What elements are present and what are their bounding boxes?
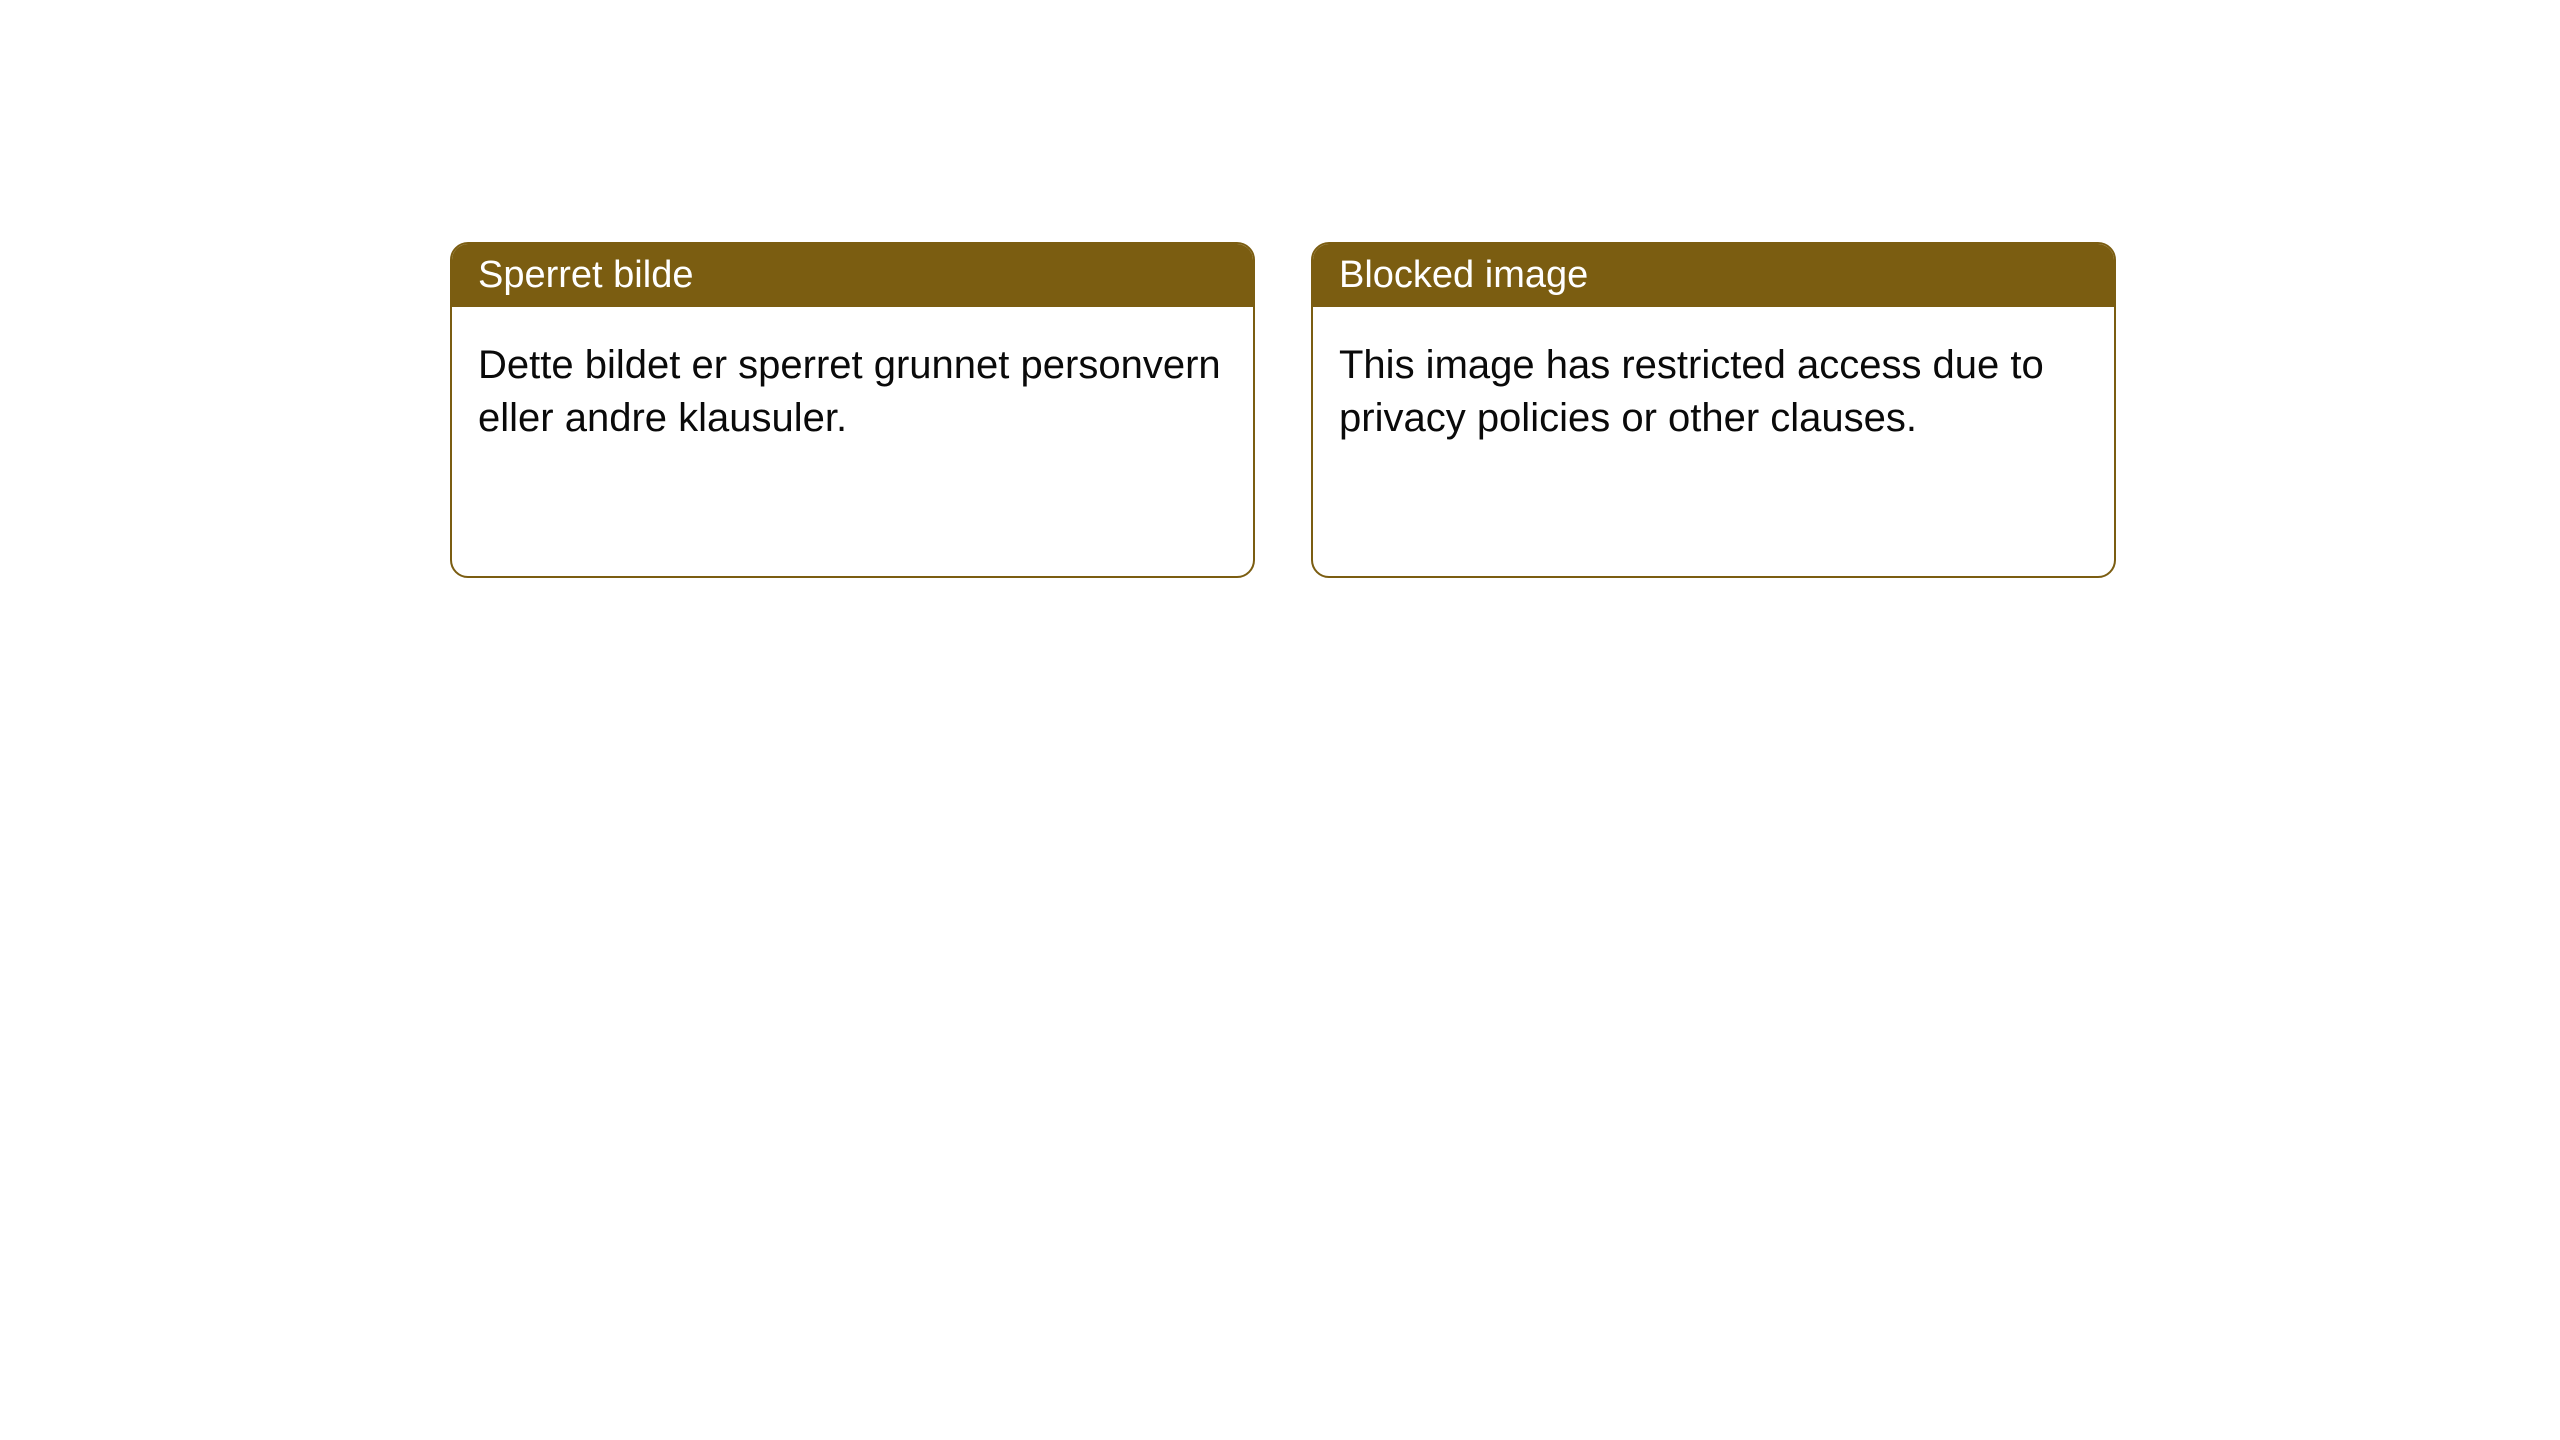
card-body: This image has restricted access due to …	[1313, 307, 2114, 477]
notice-cards-container: Sperret bilde Dette bildet er sperret gr…	[450, 242, 2116, 578]
card-message: This image has restricted access due to …	[1339, 343, 2044, 440]
notice-card-english: Blocked image This image has restricted …	[1311, 242, 2116, 578]
card-message: Dette bildet er sperret grunnet personve…	[478, 343, 1221, 440]
notice-card-norwegian: Sperret bilde Dette bildet er sperret gr…	[450, 242, 1255, 578]
card-title: Blocked image	[1339, 254, 1588, 296]
card-body: Dette bildet er sperret grunnet personve…	[452, 307, 1253, 477]
card-title: Sperret bilde	[478, 254, 693, 296]
card-header: Blocked image	[1313, 244, 2114, 307]
card-header: Sperret bilde	[452, 244, 1253, 307]
